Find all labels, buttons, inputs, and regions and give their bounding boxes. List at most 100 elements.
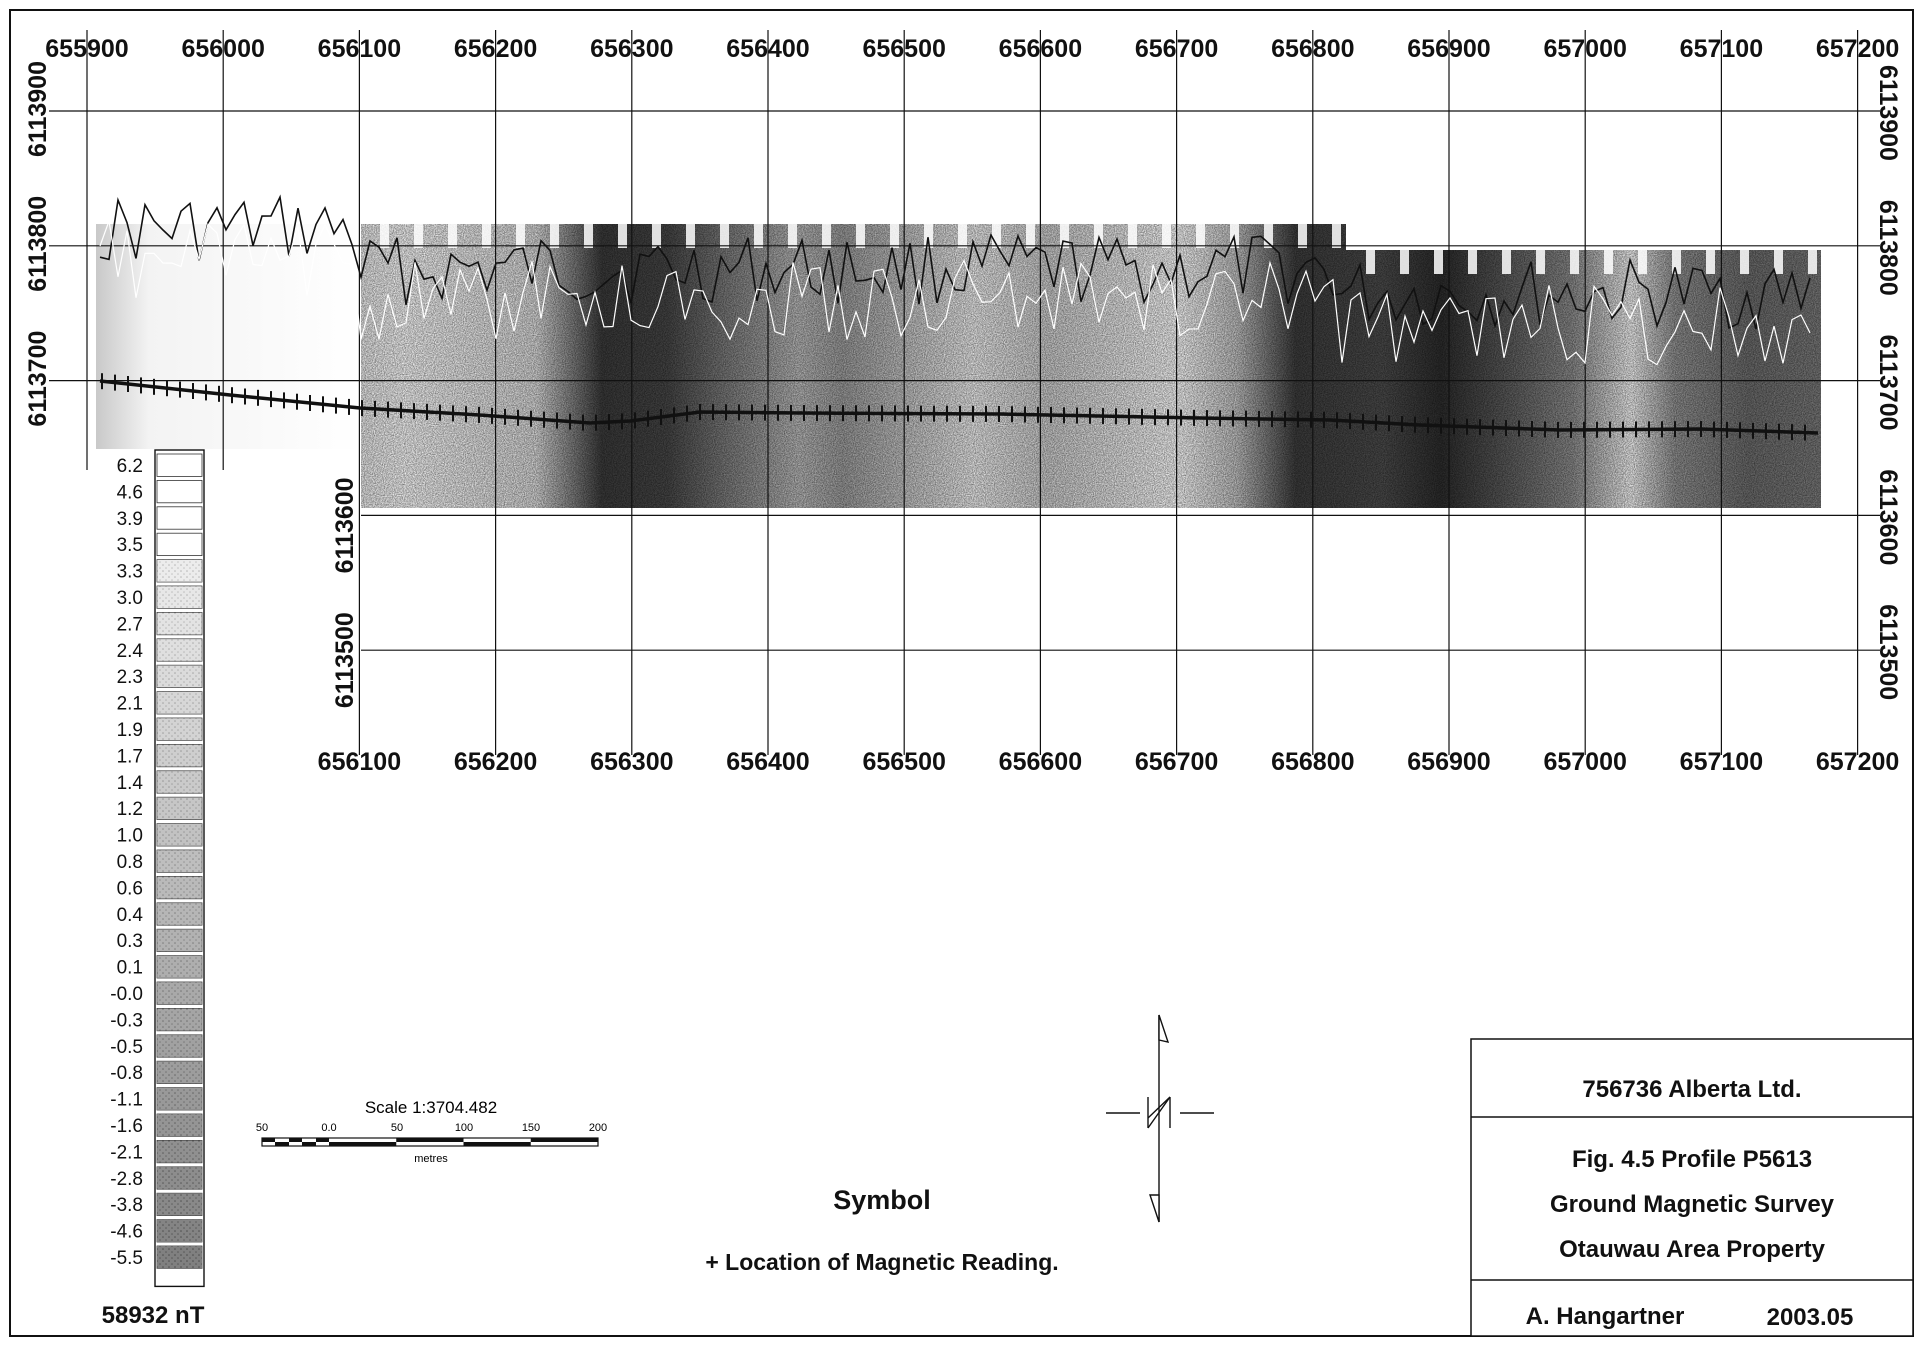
legend-value: 3.0 — [117, 588, 143, 609]
legend-value: -1.6 — [110, 1116, 143, 1137]
easting-label: 656800 — [1271, 748, 1354, 776]
legend-swatch — [156, 506, 203, 530]
scale-tick-labels: 50 0.0 50 100 150 200 — [256, 1122, 607, 1134]
legend-value: -0.5 — [110, 1037, 143, 1058]
easting-label: 656300 — [590, 35, 673, 63]
northing-label: 6113900 — [24, 61, 52, 157]
easting-label: 657100 — [1680, 35, 1763, 63]
easting-label: 657000 — [1543, 748, 1626, 776]
legend-value: 2.7 — [117, 614, 143, 635]
legend-value: -0.3 — [110, 1010, 143, 1031]
magnetic-reading-markers — [101, 373, 1806, 441]
easting-label: 657200 — [1816, 35, 1899, 63]
scale-unit: metres — [414, 1153, 448, 1165]
legend-value: 0.1 — [117, 958, 143, 979]
legend-value: 0.8 — [117, 852, 143, 873]
easting-label: 656100 — [318, 35, 401, 63]
legend-value: -3.8 — [110, 1195, 143, 1216]
legend-swatch — [156, 453, 203, 477]
scale-title: Scale 1:3704.482 — [365, 1098, 497, 1117]
easting-label: 656600 — [999, 35, 1082, 63]
legend-value: -2.8 — [110, 1169, 143, 1190]
legend-value: 0.4 — [117, 905, 144, 926]
band-top-notches — [380, 224, 1817, 274]
band-grain — [361, 224, 1821, 508]
easting-label: 656400 — [726, 748, 809, 776]
easting-label: 656600 — [999, 748, 1082, 776]
legend-value: 1.7 — [117, 746, 143, 767]
easting-label: 657200 — [1816, 748, 1899, 776]
company-name: 756736 Alberta Ltd. — [1582, 1076, 1801, 1103]
easting-label: 656300 — [590, 748, 673, 776]
northing-label: 6113500 — [331, 612, 359, 708]
legend-value: -2.1 — [110, 1142, 143, 1163]
legend-value: -0.8 — [110, 1063, 143, 1084]
northing-label: 6113700 — [24, 331, 52, 427]
northing-label: 6113800 — [24, 196, 52, 292]
magnetic-profile-trace-secondary — [99, 218, 1811, 366]
symbol-description: + Location of Magnetic Reading. — [705, 1249, 1058, 1275]
scale-tick-label: 50 — [391, 1122, 403, 1134]
legend-base-value: 58932 nT — [102, 1302, 205, 1329]
legend-value: 1.4 — [117, 773, 144, 794]
legend-value: 2.4 — [117, 641, 144, 662]
easting-label: 656100 — [318, 748, 401, 776]
easting-label: 657000 — [1543, 35, 1626, 63]
legend-value: 1.2 — [117, 799, 143, 820]
legend-value: 1.9 — [117, 720, 143, 741]
legend-value: 2.1 — [117, 694, 143, 715]
northing-label: 6113700 — [1874, 335, 1902, 431]
scale-tick-label: 50 — [256, 1122, 268, 1134]
easting-label: 656500 — [862, 35, 945, 63]
left-northing-labels: 6113900 6113800 6113700 — [24, 61, 52, 427]
legend-value: -1.1 — [110, 1090, 143, 1111]
bottom-easting-labels: 656100 656200 656300 656400 656500 656600 6567… — [318, 748, 1900, 776]
north-arrow-icon — [1106, 1014, 1214, 1223]
scale-tick-label: 0.0 — [321, 1122, 336, 1134]
easting-label: 655900 — [45, 35, 128, 63]
easting-label: 656200 — [454, 748, 537, 776]
figure-title: Fig. 4.5 Profile P5613 — [1572, 1146, 1812, 1173]
symbol-heading: Symbol — [833, 1185, 931, 1215]
legend-value: 0.3 — [117, 931, 143, 952]
magnetic-profile-trace — [99, 194, 1811, 330]
legend-value: 3.3 — [117, 562, 143, 583]
legend-swatch — [156, 479, 203, 504]
scale-bar-segments — [262, 1138, 598, 1146]
drawing-date: 2003.05 — [1767, 1304, 1854, 1331]
easting-label: 656700 — [1135, 748, 1218, 776]
right-northing-labels: 6113900 6113800 6113700 6113600 6113500 — [1874, 65, 1902, 700]
survey-title: Ground Magnetic Survey — [1550, 1191, 1835, 1218]
legend-value: 1.0 — [117, 826, 143, 847]
scale-tick-label: 100 — [455, 1122, 473, 1134]
scale-tick-label: 200 — [589, 1122, 607, 1134]
easting-label: 656000 — [181, 35, 264, 63]
northing-label: 6113900 — [1874, 65, 1902, 161]
legend-swatches — [154, 449, 205, 1288]
top-easting-labels: 655900 656000 656100 656200 656300 656400 6565… — [45, 35, 1899, 63]
legend: 6.2 4.6 3.9 3.5 3.3 3.0 2.7 2.4 2.3 2.1 1.9 1.7 1.4 1… — [102, 449, 205, 1329]
northing-label: 6113600 — [1874, 469, 1902, 565]
property-title: Otauwau Area Property — [1559, 1236, 1826, 1263]
legend-value: -0.0 — [110, 984, 143, 1005]
easting-label: 656900 — [1407, 35, 1490, 63]
legend-value: 0.6 — [117, 878, 143, 899]
scale-bar: Scale 1:3704.482 50 0.0 50 100 150 200 metres — [256, 1098, 607, 1165]
title-block: 756736 Alberta Ltd. Fig. 4.5 Profile P56… — [1470, 1038, 1914, 1337]
legend-value: 3.9 — [117, 509, 143, 530]
sheet-border — [9, 9, 1914, 1337]
northing-label: 6113800 — [1874, 200, 1902, 296]
legend-value: 4.6 — [117, 482, 143, 503]
easting-label: 656900 — [1407, 748, 1490, 776]
legend-swatch — [156, 532, 203, 557]
legend-values: 6.2 4.6 3.9 3.5 3.3 3.0 2.7 2.4 2.3 2.1 1.9 1.7 1.4 1… — [110, 456, 143, 1269]
easting-label: 656200 — [454, 35, 537, 63]
inner-northing-labels: 6113600 6113500 — [331, 477, 359, 708]
scale-tick-label: 150 — [522, 1122, 540, 1134]
coordinate-grid — [49, 30, 1880, 755]
title-block-frame — [1470, 1038, 1914, 1337]
northing-label: 6113600 — [331, 477, 359, 573]
easting-label: 656700 — [1135, 35, 1218, 63]
easting-label: 656800 — [1271, 35, 1354, 63]
